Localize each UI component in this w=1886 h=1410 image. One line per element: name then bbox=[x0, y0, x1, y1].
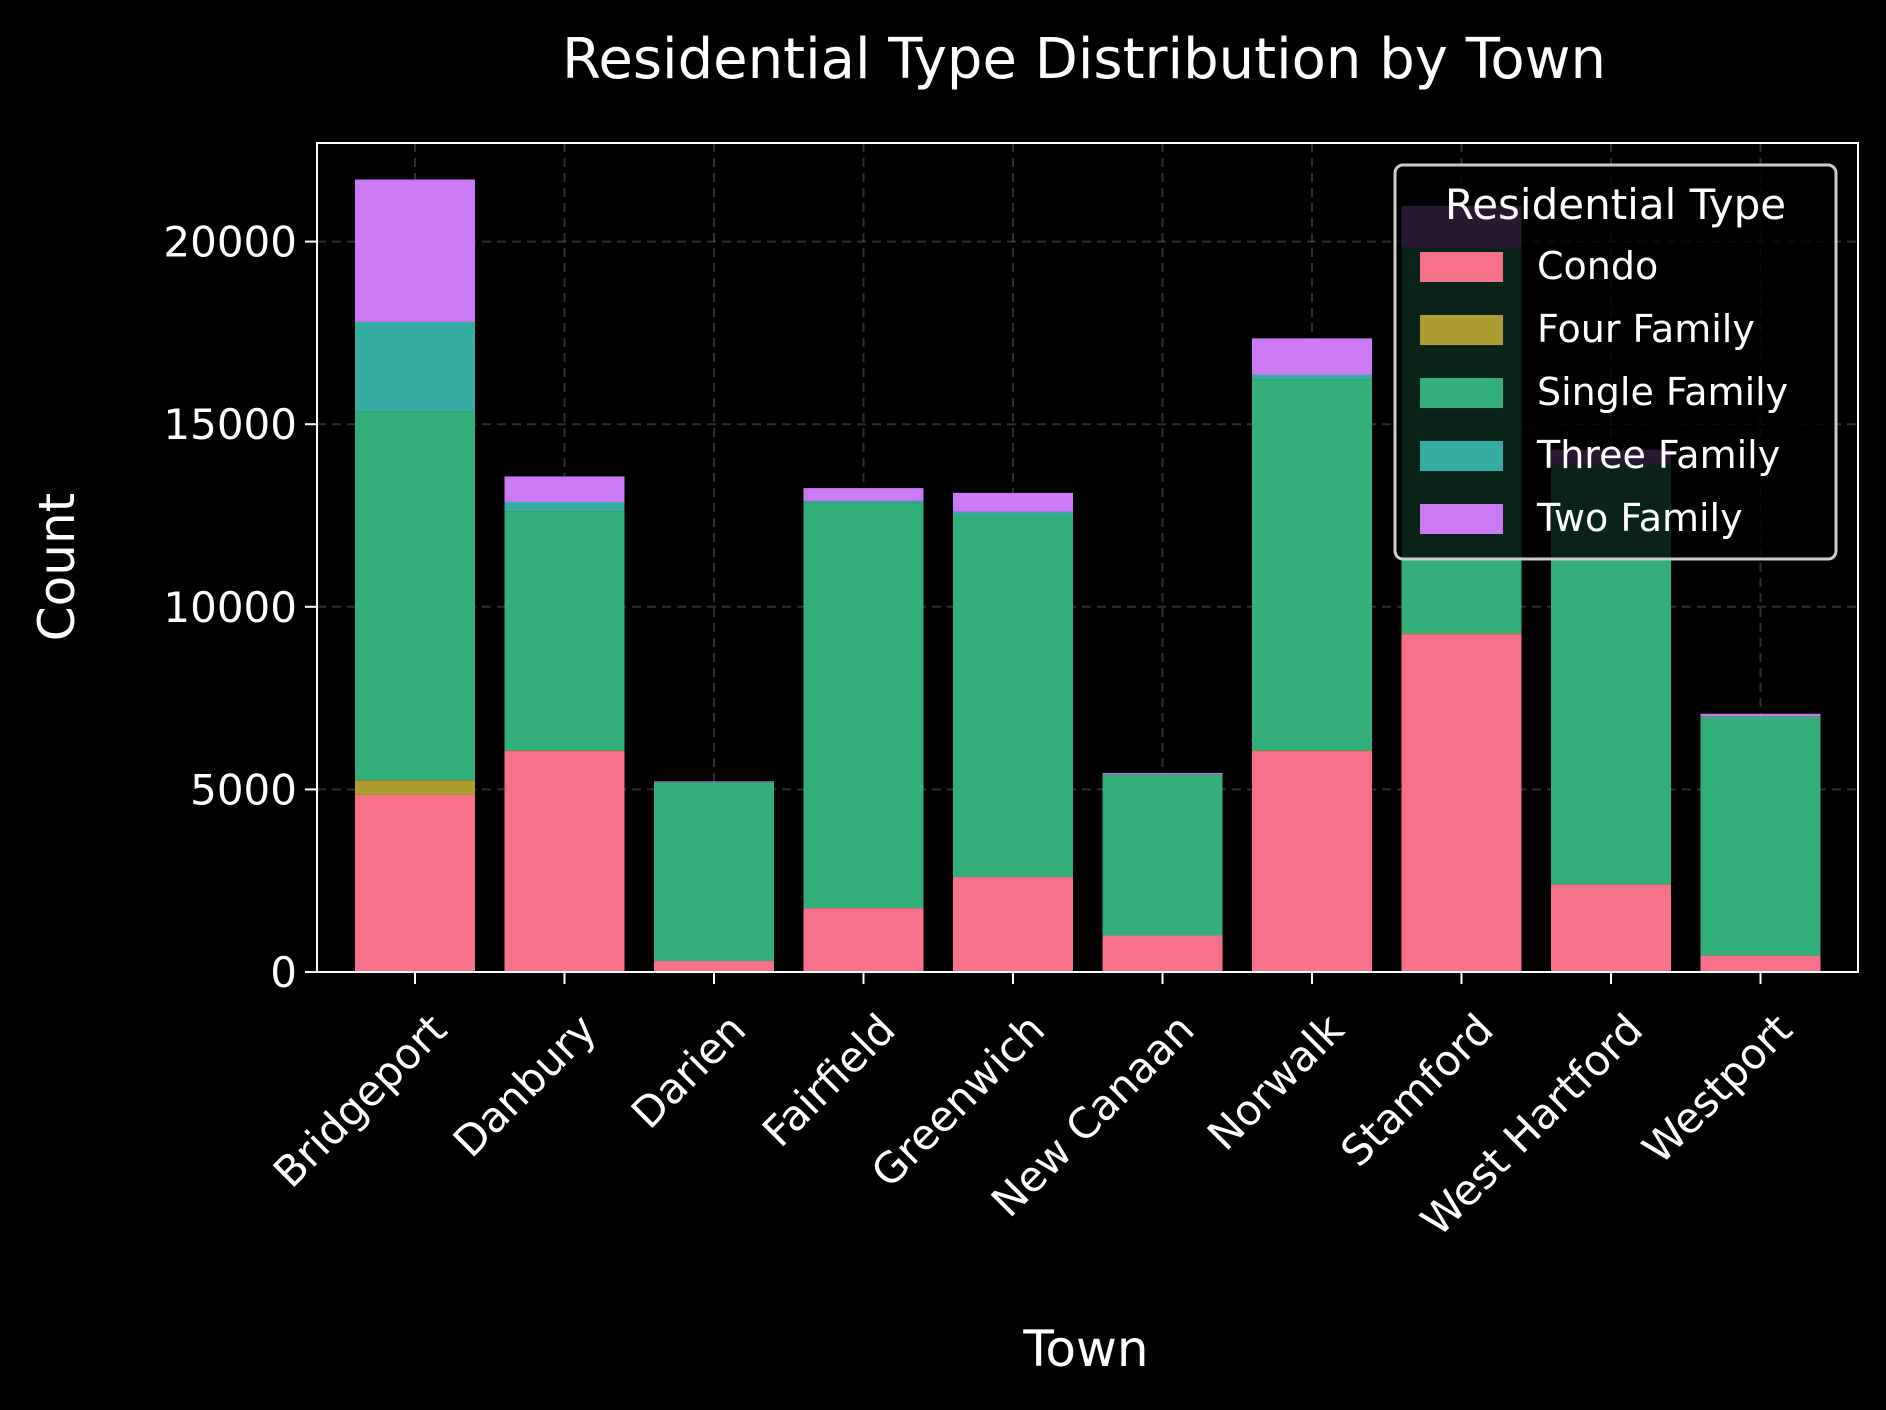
legend-swatch bbox=[1420, 378, 1503, 408]
legend-swatch bbox=[1420, 252, 1503, 282]
bar-condo bbox=[355, 794, 475, 972]
bar-three-family bbox=[355, 321, 475, 412]
bar-single-family bbox=[1252, 379, 1372, 751]
legend-title: Residential Type bbox=[1445, 180, 1786, 229]
bar-condo bbox=[654, 961, 774, 972]
bars bbox=[355, 179, 1821, 972]
bar-condo bbox=[1102, 935, 1223, 972]
bar-four-family bbox=[504, 750, 625, 752]
legend-label: Single Family bbox=[1537, 370, 1788, 414]
bar-four-family bbox=[1401, 633, 1522, 635]
legend-label: Four Family bbox=[1537, 307, 1755, 351]
y-axis-label: Count bbox=[28, 493, 86, 642]
bar-condo bbox=[1551, 884, 1671, 972]
bar-single-family bbox=[654, 782, 774, 962]
legend-swatch bbox=[1420, 504, 1503, 534]
axes-frame bbox=[316, 142, 1859, 973]
bar-two-family bbox=[1700, 713, 1821, 717]
bar-two-family bbox=[1102, 772, 1223, 775]
bar-single-family bbox=[504, 511, 625, 751]
legend-label: Two Family bbox=[1536, 496, 1743, 540]
bar-four-family bbox=[355, 780, 475, 795]
legend-swatch bbox=[1420, 441, 1503, 471]
chart-title: Residential Type Distribution by Town bbox=[562, 27, 1606, 92]
y-tick-label: 20000 bbox=[163, 218, 297, 267]
bar-two-family bbox=[355, 179, 475, 322]
bar-single-family bbox=[1102, 774, 1223, 936]
legend-swatch bbox=[1420, 315, 1503, 345]
bar-two-family bbox=[1252, 338, 1372, 375]
legend-label: Condo bbox=[1537, 244, 1658, 288]
bar-single-family bbox=[803, 502, 924, 909]
bar-three-family bbox=[504, 501, 625, 512]
legend-box bbox=[1393, 163, 1838, 561]
legend: Residential Type Condo Four Family Single F… bbox=[1393, 163, 1838, 561]
bar-condo bbox=[1700, 955, 1821, 972]
bar-two-family bbox=[803, 488, 924, 501]
x-axis-label: Town bbox=[1022, 1320, 1148, 1378]
y-tick-label: 0 bbox=[270, 948, 297, 997]
y-tick-label: 15000 bbox=[163, 400, 297, 449]
bar-condo bbox=[803, 908, 924, 972]
bar-single-family bbox=[1700, 716, 1821, 956]
bar-four-family bbox=[1252, 750, 1372, 752]
bar-condo bbox=[504, 751, 625, 972]
y-tick-label: 5000 bbox=[190, 765, 297, 814]
bar-three-family bbox=[803, 500, 924, 503]
bar-condo bbox=[1401, 634, 1522, 972]
bar-three-family bbox=[953, 511, 1073, 516]
bar-two-family bbox=[504, 476, 625, 502]
bar-single-family bbox=[355, 411, 475, 781]
bar-three-family bbox=[1252, 374, 1372, 380]
bar-condo bbox=[953, 877, 1073, 972]
legend-label: Three Family bbox=[1536, 433, 1780, 477]
bar-two-family bbox=[953, 492, 1073, 512]
bar-condo bbox=[1252, 751, 1372, 972]
y-tick-label: 10000 bbox=[163, 583, 297, 632]
bar-two-family bbox=[654, 781, 774, 783]
bar-single-family bbox=[953, 515, 1073, 878]
